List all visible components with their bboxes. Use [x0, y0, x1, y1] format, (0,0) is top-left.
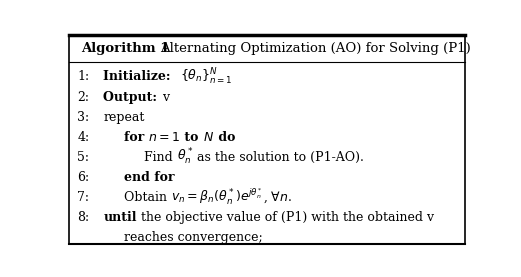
- Text: $n = 1$: $n = 1$: [148, 131, 180, 143]
- Text: , $\forall n$.: , $\forall n$.: [263, 189, 292, 205]
- Text: v: v: [162, 91, 169, 104]
- Text: $\{\theta_n\}_{n=1}^{N}$: $\{\theta_n\}_{n=1}^{N}$: [180, 67, 232, 87]
- Text: until: until: [104, 211, 137, 224]
- Text: end for: end for: [123, 171, 174, 184]
- Text: $N$: $N$: [203, 131, 214, 143]
- Text: 6:: 6:: [77, 171, 90, 184]
- Text: 5:: 5:: [77, 151, 89, 164]
- Text: as the solution to (P1-AO).: as the solution to (P1-AO).: [193, 151, 364, 164]
- Text: Find: Find: [144, 151, 177, 164]
- Text: repeat: repeat: [104, 111, 145, 124]
- Text: $\theta_n^*$: $\theta_n^*$: [177, 147, 193, 167]
- Text: Initialize:: Initialize:: [104, 70, 180, 83]
- Text: Obtain: Obtain: [123, 191, 171, 204]
- Text: Algorithm 1: Algorithm 1: [81, 42, 175, 55]
- Text: Alternating Optimization (AO) for Solving (P1): Alternating Optimization (AO) for Solvin…: [160, 42, 471, 55]
- Text: for: for: [123, 131, 148, 143]
- Text: 1:: 1:: [77, 70, 90, 83]
- Text: 3:: 3:: [77, 111, 90, 124]
- Text: $v_n = \beta_n(\theta_n^*)e^{j\theta_n^*}$: $v_n = \beta_n(\theta_n^*)e^{j\theta_n^*…: [171, 187, 263, 207]
- Text: 7:: 7:: [77, 191, 89, 204]
- Text: 2:: 2:: [77, 91, 89, 104]
- Text: Output:: Output:: [104, 91, 162, 104]
- Text: reaches convergence;: reaches convergence;: [123, 231, 263, 244]
- Text: 4:: 4:: [77, 131, 90, 143]
- Text: 8:: 8:: [77, 211, 90, 224]
- Text: the objective value of (P1) with the obtained v: the objective value of (P1) with the obt…: [137, 211, 434, 224]
- Text: do: do: [214, 131, 235, 143]
- Text: to: to: [180, 131, 203, 143]
